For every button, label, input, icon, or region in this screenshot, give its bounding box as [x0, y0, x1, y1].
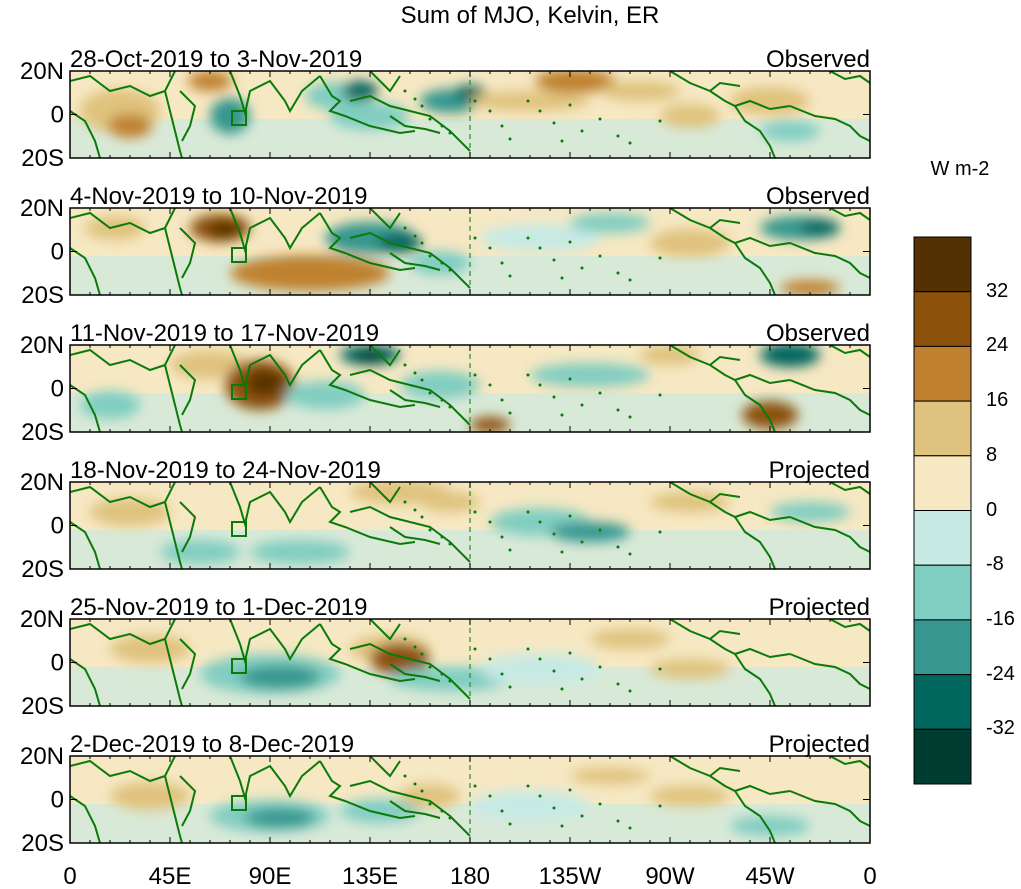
panel-date-label: 2-Dec-2019 to 8-Dec-2019: [70, 731, 354, 758]
panel-date-label: 25-Nov-2019 to 1-Dec-2019: [70, 594, 368, 621]
coastlines: [70, 619, 870, 706]
lat-label: 20S: [21, 145, 64, 172]
colorbar-tick-label: 8: [986, 443, 998, 466]
lat-label: 20N: [20, 332, 64, 359]
colorbar-tick-label: -24: [986, 662, 1015, 685]
map-panel: 4-Nov-2019 to 10-Nov-2019 Observed 20N 0 20S: [20, 183, 871, 309]
colorbar-tick-label: -32: [986, 717, 1015, 740]
lat-label: 20N: [20, 743, 64, 770]
map-panel: 2-Dec-2019 to 8-Dec-2019 Projected 20N 0 20S: [20, 731, 871, 857]
lat-label: 0: [51, 787, 64, 814]
lat-label: 0: [51, 102, 64, 129]
colorbar-units: W m-2: [930, 158, 990, 180]
lat-label: 20N: [20, 469, 64, 496]
lat-label: 20S: [21, 556, 64, 583]
coastlines: [70, 345, 870, 432]
lat-label: 0: [51, 376, 64, 403]
lat-label: 20N: [20, 195, 64, 222]
colorbar-tick-label: 0: [986, 498, 998, 521]
lat-label: 20S: [21, 282, 64, 309]
map-panel: 11-Nov-2019 to 17-Nov-2019 Observed 20N 0 20…: [20, 320, 871, 446]
lat-label: 20S: [21, 419, 64, 446]
lon-label: 180: [450, 863, 490, 889]
map-panel: 18-Nov-2019 to 24-Nov-2019 Projected 20N 0 2…: [20, 457, 871, 583]
coastlines: [70, 208, 870, 295]
colorbar-tick-label: -8: [986, 553, 1004, 576]
coastlines: [70, 756, 870, 843]
coastlines: [70, 71, 870, 158]
colorbar-tick-label: 24: [986, 334, 1009, 357]
panel-status-label: Observed: [766, 183, 870, 210]
lon-label: 0: [863, 863, 876, 889]
lon-label: 135E: [342, 863, 398, 889]
panel-status-label: Projected: [769, 457, 870, 484]
lat-label: 0: [51, 513, 64, 540]
panel-date-label: 4-Nov-2019 to 10-Nov-2019: [70, 183, 368, 210]
panel-date-label: 18-Nov-2019 to 24-Nov-2019: [70, 457, 381, 484]
figure-title: Sum of MJO, Kelvin, ER: [400, 2, 660, 29]
lat-label: 20S: [21, 830, 64, 857]
map-panel: 25-Nov-2019 to 1-Dec-2019 Projected 20N 0 20…: [20, 594, 871, 720]
panel-status-label: Observed: [766, 46, 870, 73]
panel-date-label: 28-Oct-2019 to 3-Nov-2019: [70, 46, 362, 73]
panel-date-label: 11-Nov-2019 to 17-Nov-2019: [70, 320, 379, 347]
lon-label: 45E: [149, 863, 192, 889]
colorbar-tick-label: -16: [986, 607, 1015, 630]
lat-label: 20N: [20, 606, 64, 633]
lon-label: 0: [63, 863, 76, 889]
lat-label: 20N: [20, 58, 64, 85]
coastlines: [70, 482, 870, 569]
lon-label: 135W: [539, 863, 602, 889]
lon-label: 90E: [249, 863, 292, 889]
panel-status-label: Observed: [766, 320, 870, 347]
lon-label: 90W: [645, 863, 695, 889]
colorbar-tick-label: 32: [986, 279, 1009, 302]
colorbar-tick-label: 16: [986, 389, 1009, 412]
lat-label: 0: [51, 650, 64, 677]
lat-label: 20S: [21, 693, 64, 720]
panel-status-label: Projected: [769, 731, 870, 758]
panel-status-label: Projected: [769, 594, 870, 621]
lon-label: 45W: [745, 863, 795, 889]
lat-label: 0: [51, 239, 64, 266]
map-panel: 28-Oct-2019 to 3-Nov-2019 Observed 20N 0 20S: [20, 46, 871, 172]
